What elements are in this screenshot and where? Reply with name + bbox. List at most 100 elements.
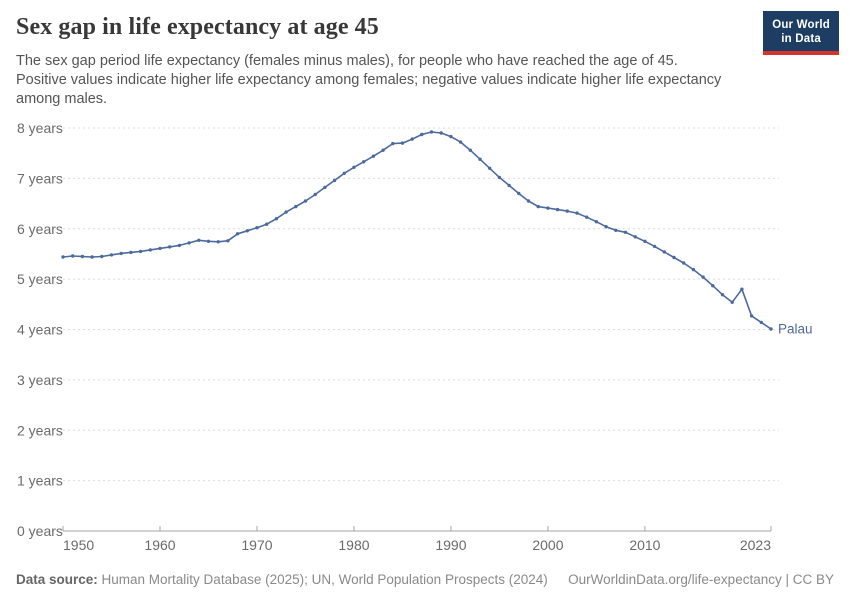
data-point[interactable]: [61, 255, 65, 259]
series-markers[interactable]: [61, 130, 773, 331]
y-tick-label: 1 years: [17, 473, 63, 489]
data-point[interactable]: [420, 132, 424, 137]
data-point[interactable]: [71, 254, 75, 258]
data-point[interactable]: [517, 191, 521, 196]
data-point[interactable]: [740, 287, 744, 291]
data-point[interactable]: [730, 300, 734, 304]
data-point[interactable]: [711, 284, 715, 288]
data-point[interactable]: [148, 248, 152, 252]
data-point[interactable]: [614, 228, 618, 232]
data-point[interactable]: [129, 250, 133, 255]
data-point[interactable]: [371, 154, 376, 158]
data-point[interactable]: [633, 235, 637, 239]
data-point[interactable]: [478, 157, 482, 161]
data-point[interactable]: [177, 243, 182, 248]
data-point[interactable]: [488, 166, 492, 170]
data-point[interactable]: [352, 165, 356, 169]
data-point[interactable]: [381, 148, 385, 152]
data-point[interactable]: [400, 141, 405, 145]
data-point[interactable]: [216, 240, 220, 244]
data-point[interactable]: [206, 239, 211, 243]
x-tick-label: 1950: [63, 537, 94, 553]
data-point[interactable]: [235, 232, 240, 236]
data-point[interactable]: [303, 199, 308, 203]
data-point[interactable]: [245, 229, 249, 233]
data-point[interactable]: [749, 314, 754, 318]
data-point[interactable]: [265, 222, 269, 226]
series-end-label[interactable]: Palau: [778, 321, 813, 336]
data-point[interactable]: [197, 238, 201, 242]
x-tick-label: 2023: [740, 537, 771, 553]
data-point[interactable]: [662, 250, 666, 254]
data-point[interactable]: [187, 241, 191, 245]
data-point[interactable]: [594, 220, 599, 224]
data-point[interactable]: [643, 239, 647, 243]
data-point[interactable]: [458, 140, 463, 144]
chart-subtitle: The sex gap period life expectancy (fema…: [16, 52, 756, 109]
data-point[interactable]: [138, 249, 143, 254]
y-tick-label: 3 years: [17, 372, 63, 388]
x-tick-label: 1970: [241, 537, 272, 553]
data-point[interactable]: [682, 261, 686, 265]
data-point[interactable]: [109, 253, 114, 257]
owid-license-link[interactable]: OurWorldinData.org/life-expectancy | CC …: [568, 572, 834, 587]
owid-logo-line1: Our World: [772, 19, 830, 31]
data-point[interactable]: [391, 141, 395, 146]
data-point[interactable]: [362, 160, 366, 164]
data-point[interactable]: [691, 267, 696, 272]
data-point[interactable]: [652, 244, 657, 249]
y-tick-label: 5 years: [17, 271, 63, 287]
data-point[interactable]: [284, 210, 288, 214]
data-point[interactable]: [604, 225, 608, 229]
data-point[interactable]: [313, 192, 317, 197]
data-point[interactable]: [585, 215, 589, 219]
data-point[interactable]: [555, 207, 560, 212]
x-tick-label: 1960: [144, 537, 175, 553]
data-point[interactable]: [546, 206, 550, 210]
subtitle-line: The sex gap period life expectancy (fema…: [16, 53, 678, 69]
x-axis-labels: 1950 1960 1970 1980 1990 2000 2010 2023: [63, 537, 771, 553]
data-point[interactable]: [672, 255, 676, 260]
data-point[interactable]: [342, 171, 346, 175]
subtitle-line: among males.: [16, 91, 108, 107]
y-tick-label: 6 years: [17, 221, 63, 237]
data-point[interactable]: [274, 217, 279, 221]
data-point[interactable]: [158, 246, 162, 251]
page-title: Sex gap in life expectancy at age 45: [16, 14, 379, 40]
owid-logo[interactable]: Our World in Data: [763, 11, 839, 55]
data-point[interactable]: [294, 204, 298, 209]
data-point[interactable]: [255, 226, 259, 230]
data-point[interactable]: [429, 130, 434, 134]
data-point[interactable]: [410, 137, 414, 141]
series-line[interactable]: [62, 131, 772, 330]
data-point[interactable]: [720, 293, 725, 297]
x-tick-label: 2010: [629, 537, 660, 553]
data-point[interactable]: [323, 185, 327, 190]
data-point[interactable]: [449, 134, 453, 139]
data-point[interactable]: [759, 320, 763, 325]
data-point[interactable]: [526, 199, 531, 203]
data-point[interactable]: [119, 251, 123, 256]
data-point[interactable]: [332, 178, 337, 183]
data-point[interactable]: [565, 209, 569, 213]
y-tick-label: 7 years: [17, 170, 63, 186]
x-tick-label: 2000: [532, 537, 563, 553]
data-point[interactable]: [90, 255, 94, 259]
data-source-note: Data source: Human Mortality Database (2…: [16, 572, 548, 587]
data-point[interactable]: [575, 211, 579, 215]
data-point[interactable]: [168, 245, 172, 249]
data-point[interactable]: [80, 254, 85, 259]
data-point[interactable]: [769, 327, 773, 331]
data-point[interactable]: [507, 183, 511, 188]
data-point[interactable]: [100, 254, 104, 259]
x-tick-label: 1990: [435, 537, 466, 553]
data-point[interactable]: [226, 239, 230, 243]
data-point[interactable]: [439, 131, 443, 135]
data-point[interactable]: [468, 148, 472, 152]
data-point[interactable]: [497, 175, 502, 180]
data-point[interactable]: [623, 230, 628, 234]
data-point[interactable]: [701, 275, 705, 279]
y-tick-label: 0 years: [17, 523, 63, 539]
data-point[interactable]: [536, 204, 540, 209]
